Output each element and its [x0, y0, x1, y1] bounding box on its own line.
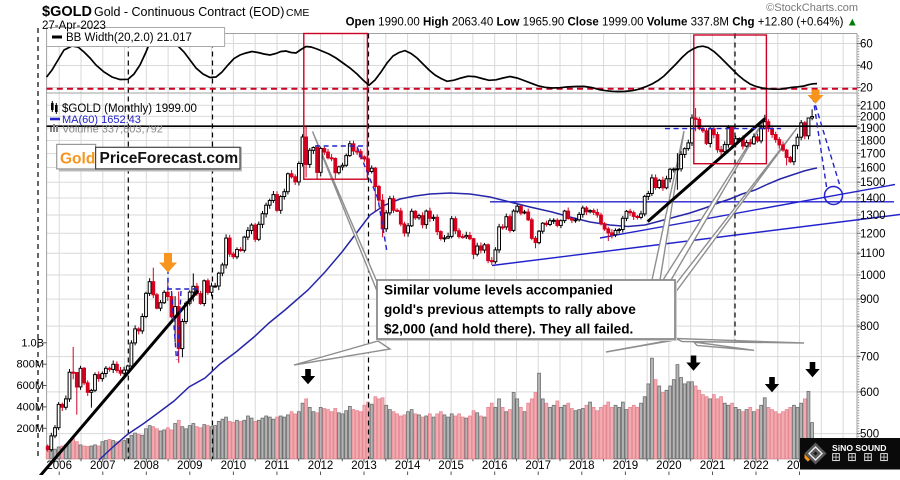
svg-text:2015: 2015 — [438, 460, 464, 472]
svg-text:1.0B: 1.0B — [21, 337, 44, 349]
svg-text:27-Apr-2023: 27-Apr-2023 — [42, 20, 106, 32]
svg-text:600M: 600M — [16, 380, 44, 392]
svg-text:1700: 1700 — [860, 149, 886, 161]
svg-text:Volume 337,803,792: Volume 337,803,792 — [62, 124, 163, 136]
svg-text:700: 700 — [860, 352, 879, 364]
svg-text:20: 20 — [860, 83, 873, 95]
svg-text:CME: CME — [286, 7, 309, 19]
svg-text:2100: 2100 — [860, 100, 886, 112]
svg-text:Similar volume levels accompan: Similar volume levels accompanied — [384, 283, 613, 298]
svg-text:$GOLD (Monthly) 1999.00: $GOLD (Monthly) 1999.00 — [62, 103, 197, 115]
svg-text:SiNO SOUND: SiNO SOUND — [832, 443, 886, 453]
svg-text:2019: 2019 — [613, 460, 639, 472]
svg-text:2012: 2012 — [308, 460, 334, 472]
svg-text:1600: 1600 — [860, 163, 886, 175]
svg-text:2022: 2022 — [743, 460, 769, 472]
svg-text:©StockCharts.com: ©StockCharts.com — [766, 2, 858, 14]
svg-text:PriceForecast.com: PriceForecast.com — [100, 150, 239, 167]
svg-text:500: 500 — [860, 429, 879, 441]
svg-text:1000: 1000 — [860, 270, 886, 282]
svg-text:1300: 1300 — [860, 210, 886, 222]
svg-text:2021: 2021 — [700, 460, 726, 472]
svg-text:Gold - Continuous Contract (EO: Gold - Continuous Contract (EOD) — [94, 5, 284, 19]
svg-text:1800: 1800 — [860, 136, 886, 148]
svg-text:400M: 400M — [16, 401, 44, 413]
svg-text:2000: 2000 — [860, 111, 886, 123]
svg-text:2018: 2018 — [569, 460, 595, 472]
svg-text:600: 600 — [860, 387, 879, 399]
svg-text:1500: 1500 — [860, 177, 886, 189]
svg-text:800: 800 — [860, 321, 879, 333]
svg-text:1400: 1400 — [860, 193, 886, 205]
svg-text:$GOLD: $GOLD — [42, 4, 92, 20]
svg-text:200M: 200M — [16, 423, 44, 435]
svg-text:2017: 2017 — [525, 460, 551, 472]
svg-text:2014: 2014 — [395, 460, 421, 472]
svg-text:2006: 2006 — [46, 460, 72, 472]
svg-text:40: 40 — [860, 61, 873, 73]
svg-text:2007: 2007 — [90, 460, 116, 472]
svg-text:2009: 2009 — [177, 460, 203, 472]
svg-text:2010: 2010 — [221, 460, 247, 472]
svg-text:gold's previous attempts to ra: gold's previous attempts to rally above — [384, 302, 636, 317]
svg-text:2016: 2016 — [482, 460, 508, 472]
svg-text:2008: 2008 — [134, 460, 160, 472]
svg-text:800M: 800M — [16, 359, 44, 371]
svg-text:900: 900 — [860, 294, 879, 306]
svg-text:2011: 2011 — [265, 460, 290, 472]
svg-text:1200: 1200 — [860, 228, 886, 240]
svg-text:$2,000 (and hold there). They: $2,000 (and hold there). They all failed… — [384, 322, 633, 337]
svg-text:2020: 2020 — [656, 460, 682, 472]
svg-text:MA(60) 1652.43: MA(60) 1652.43 — [62, 114, 141, 126]
svg-text:2013: 2013 — [351, 460, 377, 472]
svg-text:Open 1990.00 High 2063.40 Low: Open 1990.00 High 2063.40 Low 1965.90 Cl… — [346, 17, 858, 29]
svg-text:60: 60 — [860, 39, 873, 51]
svg-text:1100: 1100 — [860, 248, 885, 260]
svg-text:Gold: Gold — [60, 151, 95, 168]
svg-text:BB Width(20,2.0) 21.017: BB Width(20,2.0) 21.017 — [66, 32, 192, 44]
svg-text:1900: 1900 — [860, 123, 886, 135]
